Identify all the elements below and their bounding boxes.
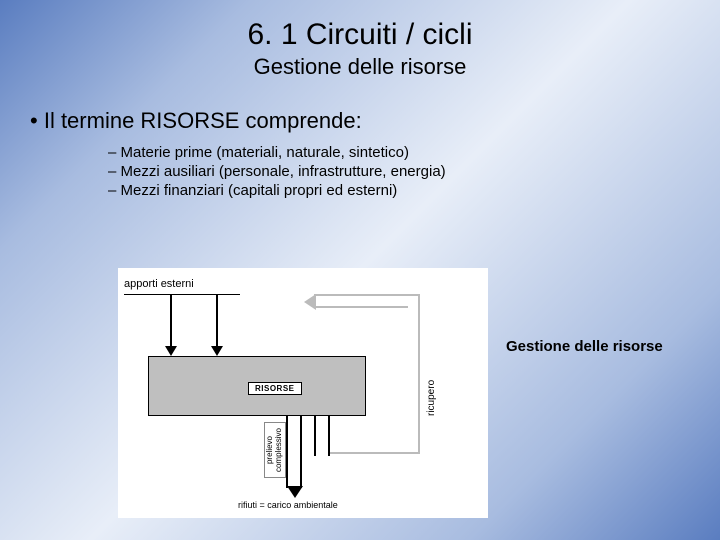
recovery-loop-top bbox=[314, 294, 408, 308]
waste-label: rifiuti = carico ambientale bbox=[238, 500, 338, 510]
recovery-label: ricupero bbox=[426, 380, 437, 416]
outflow-line bbox=[300, 416, 302, 488]
recovery-loop-right bbox=[406, 294, 420, 454]
input-arrow-head bbox=[165, 346, 177, 356]
sub-bullet-list: Materie prime (materiali, naturale, sint… bbox=[108, 144, 690, 199]
sub-bullet: Mezzi finanziari (capitali propri ed est… bbox=[108, 182, 690, 199]
slide: 6. 1 Circuiti / cicli Gestione delle ris… bbox=[0, 0, 720, 199]
slide-subtitle: Gestione delle risorse bbox=[30, 54, 690, 80]
outflow-line bbox=[286, 416, 288, 488]
input-arrow-shaft bbox=[170, 294, 172, 348]
resources-box-label: RISORSE bbox=[248, 382, 302, 395]
side-caption: Gestione delle risorse bbox=[506, 338, 663, 355]
flow-diagram: apporti esterni RISORSE ricupero preliev… bbox=[118, 268, 488, 518]
main-bullet: Il termine RISORSE comprende: bbox=[30, 108, 690, 134]
external-inputs-label: apporti esterni bbox=[124, 278, 194, 290]
recovery-arrowhead bbox=[304, 294, 316, 310]
sub-bullet: Materie prime (materiali, naturale, sint… bbox=[108, 144, 690, 161]
input-arrow-shaft bbox=[216, 294, 218, 348]
recovery-loop-bottom bbox=[330, 452, 408, 454]
sub-bullet: Mezzi ausiliari (personale, infrastruttu… bbox=[108, 163, 690, 180]
outflow-line bbox=[314, 416, 316, 456]
outflow-line bbox=[328, 416, 330, 456]
withdrawal-label: prelievo complessivo bbox=[264, 422, 286, 478]
outflow-arrowhead bbox=[287, 486, 303, 498]
slide-title: 6. 1 Circuiti / cicli bbox=[30, 18, 690, 52]
external-line bbox=[124, 294, 240, 295]
input-arrow-head bbox=[211, 346, 223, 356]
